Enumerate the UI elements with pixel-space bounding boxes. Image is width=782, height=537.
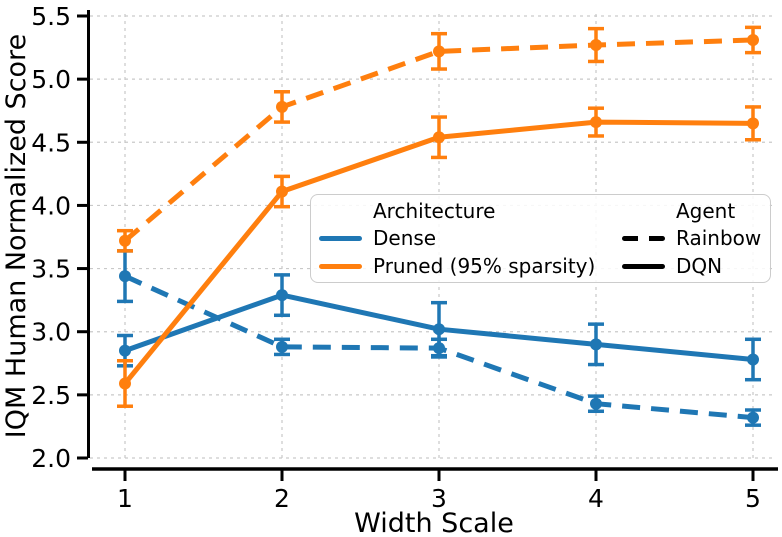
series-dense-rainbow [117, 249, 761, 427]
legend-item-dense: Dense [319, 225, 622, 252]
legend-header-architecture: Architecture [373, 198, 496, 223]
y-axis-label: IQM Human Normalized Score [1, 34, 32, 438]
legend-item-rainbow: Rainbow [622, 225, 762, 252]
legend-header-row: Architecture [319, 197, 622, 224]
legend: Architecture Dense Pruned (95% sparsity)… [310, 194, 771, 283]
y-tick-label: 3.0 [31, 318, 71, 347]
x-axis-label: Width Scale [354, 508, 514, 537]
dense-line-swatch-icon [319, 235, 362, 241]
legend-header-agent: Agent [676, 198, 736, 223]
y-tick-label: 2.0 [31, 444, 71, 473]
x-tick-label: 3 [431, 484, 447, 513]
y-tick-label: 5.5 [31, 2, 71, 31]
y-tick-label: 3.5 [31, 255, 71, 284]
y-tick-label: 4.0 [31, 191, 71, 220]
x-tick-label: 4 [588, 484, 604, 513]
dqn-solid-line-swatch-icon [622, 263, 665, 269]
legend-label-rainbow: Rainbow [676, 226, 762, 251]
x-tick-label: 5 [745, 484, 761, 513]
series-pruned-dqn [117, 105, 761, 408]
legend-label-pruned: Pruned (95% sparsity) [373, 254, 596, 279]
legend-label-dense: Dense [373, 226, 437, 251]
x-tick-label: 2 [274, 484, 290, 513]
legend-column-architecture: Architecture Dense Pruned (95% sparsity) [319, 197, 622, 280]
legend-header-row: Agent [622, 197, 762, 224]
series-pruned-rainbow [117, 25, 761, 253]
y-tick-label: 2.5 [31, 381, 71, 410]
pruned-line-swatch-icon [319, 263, 362, 269]
series-dense-dqn [117, 273, 761, 382]
legend-item-dqn: DQN [622, 253, 762, 280]
legend-column-agent: Agent Rainbow DQN [622, 197, 762, 280]
x-tick-label: 1 [117, 484, 133, 513]
y-tick-label: 5.0 [31, 65, 71, 94]
legend-item-pruned: Pruned (95% sparsity) [319, 253, 622, 280]
rainbow-dashed-line-swatch-icon [622, 235, 665, 241]
y-tick-label: 4.5 [31, 128, 71, 157]
legend-label-dqn: DQN [676, 254, 723, 279]
